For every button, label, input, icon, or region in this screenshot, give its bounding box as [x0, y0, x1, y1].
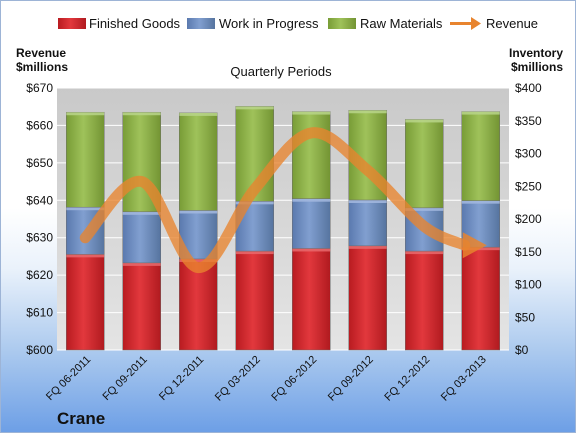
x-tick-label: FQ 06-2012: [269, 354, 319, 404]
revenue-line: [79, 127, 487, 274]
bar-raw-materials-cap: [461, 111, 500, 115]
chart-title: Quarterly Periods: [230, 64, 332, 79]
bar-finished-goods: [66, 254, 105, 351]
bar-work-in-progress-cap: [405, 207, 444, 211]
revenue-line-path: [79, 127, 471, 274]
left-axis-title-line1: Revenue: [16, 46, 66, 60]
bar-finished-goods-cap: [461, 247, 500, 251]
revenue-arrowhead-icon: [462, 232, 487, 259]
bar-raw-materials-cap: [179, 112, 218, 116]
right-tick-label: $300: [515, 147, 542, 161]
left-tick-label: $610: [26, 306, 53, 320]
bar-raw-materials-cap: [66, 112, 105, 116]
legend-swatch-finished-goods: [58, 18, 86, 29]
right-axis-title-line2: $millions: [511, 60, 563, 74]
bar-raw-materials: [405, 119, 444, 209]
bar-work-in-progress-cap: [292, 198, 331, 202]
right-axis-ticks: $0 $50 $100 $150 $200 $250 $300 $350 $400: [515, 81, 542, 357]
bar-raw-materials: [179, 112, 218, 211]
left-axis-title-line2: $millions: [16, 60, 68, 74]
legend-label-raw-materials: Raw Materials: [360, 16, 443, 31]
left-tick-label: $620: [26, 268, 53, 282]
x-tick-label: FQ 06-2011: [44, 354, 93, 403]
left-axis-ticks: $600 $610 $620 $630 $640 $650 $660 $670: [26, 81, 53, 357]
bar-finished-goods: [461, 246, 500, 351]
left-tick-label: $660: [26, 118, 53, 132]
bar-raw-materials-cap: [122, 112, 161, 116]
legend-label-revenue: Revenue: [486, 16, 538, 31]
right-tick-label: $400: [515, 81, 542, 95]
bar-finished-goods-cap: [122, 262, 161, 266]
bar-finished-goods-cap: [66, 254, 105, 258]
bar-work-in-progress-cap: [179, 210, 218, 214]
bar-finished-goods-cap: [292, 248, 331, 252]
left-tick-label: $600: [26, 343, 53, 357]
bar-work-in-progress-cap: [348, 200, 387, 204]
bar-raw-materials: [292, 111, 331, 199]
bar-work-in-progress: [292, 198, 331, 249]
left-tick-label: $650: [26, 156, 53, 170]
x-tick-label: FQ 03-2012: [213, 354, 263, 404]
bar-raw-materials-cap: [348, 110, 387, 114]
legend-label-work-in-progress: Work in Progress: [219, 16, 319, 31]
x-tick-label: FQ 09-2012: [326, 354, 376, 404]
legend-swatch-raw-materials: [328, 18, 356, 29]
legend-item-work-in-progress: Work in Progress: [187, 16, 319, 31]
x-tick-label: FQ 09-2011: [100, 354, 149, 403]
left-tick-label: $630: [26, 231, 53, 245]
x-axis-labels: FQ 06-2011 FQ 09-2011 FQ 12-2011 FQ 03-2012…: [44, 354, 489, 404]
right-tick-label: $50: [515, 310, 535, 324]
bar-raw-materials-cap: [292, 111, 331, 115]
bar-finished-goods-cap: [405, 251, 444, 255]
legend-item-raw-materials: Raw Materials: [328, 16, 443, 31]
bars: [66, 106, 500, 351]
bar-finished-goods: [292, 248, 331, 351]
x-tick-label: FQ 03-2013: [439, 354, 489, 404]
right-tick-label: $150: [515, 245, 542, 259]
bar-finished-goods-cap: [348, 245, 387, 249]
legend-arrow-revenue-icon: [450, 17, 481, 30]
right-tick-label: $250: [515, 179, 542, 193]
right-tick-label: $200: [515, 212, 542, 226]
bar-raw-materials-cap: [405, 119, 444, 123]
bar-finished-goods: [179, 258, 218, 351]
bar-raw-materials: [66, 111, 105, 208]
legend: Finished Goods Work in Progress Raw Mate…: [58, 16, 538, 31]
bar-work-in-progress-cap: [461, 200, 500, 204]
right-axis-title-line1: Inventory: [509, 46, 563, 60]
left-tick-label: $640: [26, 193, 53, 207]
bar-finished-goods-cap: [235, 251, 274, 255]
left-tick-label: $670: [26, 81, 53, 95]
bar-finished-goods: [405, 250, 444, 351]
legend-item-revenue: Revenue: [450, 16, 538, 31]
legend-item-finished-goods: Finished Goods: [58, 16, 181, 31]
bar-finished-goods: [122, 262, 161, 351]
bar-finished-goods: [235, 250, 274, 351]
right-tick-label: $100: [515, 278, 542, 292]
bar-work-in-progress-cap: [122, 211, 161, 215]
bar-work-in-progress: [122, 211, 161, 264]
x-tick-label: FQ 12-2011: [157, 354, 206, 403]
bar-raw-materials-cap: [235, 106, 274, 110]
right-tick-label: $0: [515, 343, 529, 357]
bar-finished-goods-cap: [179, 258, 218, 262]
bar-finished-goods: [348, 245, 387, 351]
bar-work-in-progress-cap: [235, 201, 274, 205]
legend-swatch-work-in-progress: [187, 18, 215, 29]
x-tick-label: FQ 12-2012: [382, 354, 432, 404]
bar-raw-materials: [461, 111, 500, 201]
right-tick-label: $350: [515, 114, 542, 128]
company-name: Crane: [57, 409, 105, 428]
bar-work-in-progress: [348, 199, 387, 247]
bar-work-in-progress-cap: [66, 207, 105, 211]
legend-label-finished-goods: Finished Goods: [89, 16, 181, 31]
